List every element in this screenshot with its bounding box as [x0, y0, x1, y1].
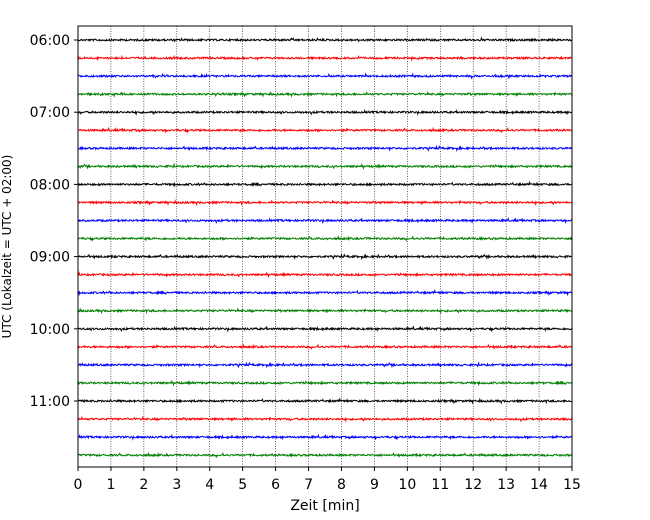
- x-tick-label: 4: [205, 477, 214, 493]
- trace-0645: [77, 90, 573, 98]
- x-tick-label: 3: [172, 477, 181, 493]
- trace-1115: [77, 415, 573, 423]
- y-tick-label: 07:00: [30, 105, 70, 121]
- trace-0630: [77, 72, 573, 80]
- x-axis-label: Zeit [min]: [290, 498, 359, 514]
- trace-0615: [77, 54, 573, 62]
- y-tick-label: 11:00: [30, 394, 70, 410]
- y-tick-label: 06:00: [30, 33, 70, 49]
- trace-0900: [77, 253, 573, 261]
- plot-frame: [77, 25, 573, 468]
- trace-0930: [77, 288, 573, 297]
- trace-0700: [77, 108, 573, 116]
- x-tick-label: 13: [497, 477, 515, 493]
- trace-0600: [77, 36, 573, 43]
- vertical-grid: [110, 26, 540, 467]
- x-tick-label: 10: [398, 477, 416, 493]
- trace-0830: [77, 216, 573, 225]
- trace-0745: [77, 162, 573, 170]
- y-axis-ticks: 06:00 07:00 08:00 09:00 10:00 11:00: [30, 33, 78, 410]
- trace-0945: [77, 307, 573, 315]
- x-axis-ticks: 0 1 2 3 4 5 6 7 8 9 10 11 12 13 14 15: [74, 467, 581, 493]
- trace-1015: [77, 343, 573, 351]
- x-tick-label: 15: [563, 477, 581, 493]
- x-tick-label: 5: [238, 477, 247, 493]
- trace-1130: [77, 433, 573, 441]
- trace-1030: [77, 361, 573, 369]
- x-tick-label: 12: [464, 477, 482, 493]
- x-tick-label: 2: [139, 477, 148, 493]
- y-tick-label: 10:00: [30, 322, 70, 338]
- trace-0800: [77, 180, 573, 188]
- y-tick-label: 08:00: [30, 177, 70, 193]
- x-tick-label: 6: [271, 477, 280, 493]
- trace-0815: [77, 199, 573, 207]
- x-tick-label: 14: [530, 477, 548, 493]
- y-axis-label: UTC (Lokalzeit = UTC + 02:00): [0, 155, 14, 339]
- trace-0915: [77, 271, 573, 279]
- trace-0845: [77, 234, 573, 243]
- trace-1045: [77, 379, 573, 387]
- seismic-traces: [77, 36, 573, 459]
- x-tick-label: 7: [304, 477, 313, 493]
- x-tick-label: 9: [370, 477, 379, 493]
- trace-0715: [77, 126, 573, 134]
- x-tick-label: 0: [74, 477, 83, 493]
- trace-1145: [77, 451, 573, 459]
- trace-0730: [77, 144, 573, 153]
- trace-1000: [77, 325, 573, 333]
- x-tick-label: 1: [106, 477, 115, 493]
- x-tick-label: 11: [431, 477, 449, 493]
- x-tick-label: 8: [337, 477, 346, 493]
- y-tick-label: 09:00: [30, 250, 70, 266]
- trace-1100: [77, 397, 573, 405]
